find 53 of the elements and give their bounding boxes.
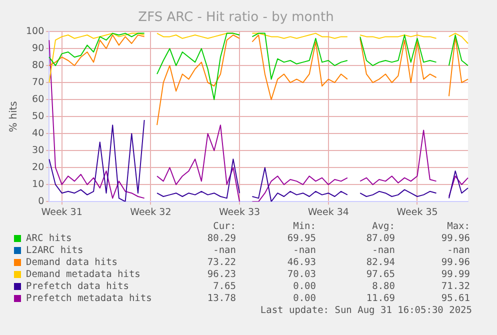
text: 46.93 [286, 257, 316, 269]
text: 97.65 [365, 269, 395, 281]
text: Avg: [371, 221, 395, 233]
text: 11.69 [365, 293, 395, 305]
text: 7.65 [212, 281, 236, 293]
y-axis-title: % hits [8, 101, 20, 132]
y-tick-label: 90 [32, 43, 44, 54]
text: 82.94 [365, 257, 395, 269]
text: 99.96 [440, 233, 470, 245]
text: 71.32 [440, 281, 470, 293]
text: 70.03 [286, 269, 316, 281]
text: Min: [292, 221, 316, 233]
text: -nan [446, 245, 470, 257]
legend-label: Demand metadata hits [26, 269, 140, 281]
chart-title: ZFS ARC - Hit ratio - by month [138, 10, 334, 26]
x-tick-label: Week 35 [396, 206, 438, 218]
text: 87.09 [365, 233, 395, 245]
y-tick-label: 10 [32, 179, 44, 190]
text: 96.23 [206, 269, 236, 281]
x-tick-label: Week 31 [41, 206, 82, 218]
text: -nan [371, 245, 395, 257]
legend-label: ARC hits [26, 233, 72, 245]
y-tick-label: 60 [32, 94, 44, 106]
x-tick-label: Week 33 [218, 206, 260, 218]
legend-label: Prefetch metadata hits [26, 293, 152, 305]
text: 99.99 [440, 269, 470, 281]
text: Max: [446, 221, 470, 233]
text: Last update: Sun Aug 31 16:05:30 2025 [259, 305, 472, 317]
text: 73.22 [206, 257, 236, 269]
text: -nan [212, 245, 236, 257]
y-tick-label: 50 [32, 111, 44, 122]
text: 95.61 [440, 293, 470, 305]
text: 8.80 [371, 281, 395, 293]
text: 13.78 [206, 293, 236, 305]
text: -nan [292, 245, 316, 257]
legend-label: L2ARC hits [26, 245, 84, 257]
y-tick-label: 70 [32, 77, 44, 88]
text: Cur: [212, 221, 236, 233]
text: 0.00 [292, 293, 316, 305]
text: 69.95 [286, 233, 316, 245]
y-tick-label: 40 [32, 128, 44, 140]
legend-label: Demand data hits [26, 257, 118, 269]
text: 0.00 [292, 281, 316, 293]
y-tick-label: 80 [32, 60, 44, 72]
legend-label: Prefetch data hits [26, 281, 129, 293]
x-tick-label: Week 34 [308, 206, 349, 218]
y-tick-label: 30 [32, 145, 44, 156]
y-tick-label: 20 [32, 162, 44, 174]
text: 99.96 [440, 257, 470, 269]
y-tick-label: 100 [26, 26, 44, 38]
y-tick-label: 0 [38, 196, 44, 208]
text: 80.29 [206, 233, 236, 245]
x-tick-label: Week 32 [130, 206, 172, 218]
